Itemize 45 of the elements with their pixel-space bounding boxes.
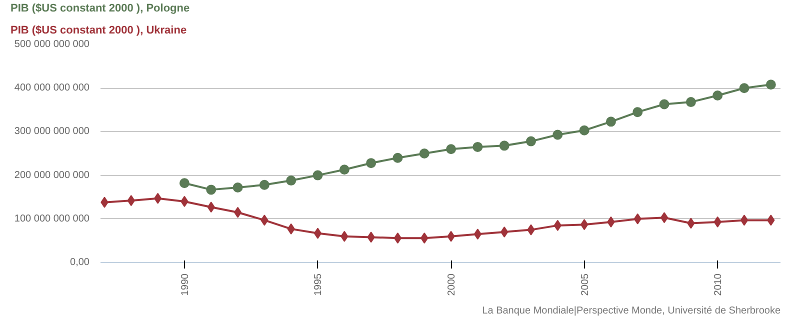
point xyxy=(660,212,668,224)
point xyxy=(580,219,588,230)
point xyxy=(739,83,750,94)
point xyxy=(472,142,483,152)
point xyxy=(234,206,242,218)
y-tick-label: 200 000 000 000 xyxy=(14,170,90,181)
point xyxy=(314,228,322,239)
point xyxy=(259,180,270,190)
point xyxy=(446,144,456,154)
point xyxy=(206,184,216,195)
point xyxy=(579,125,590,136)
point xyxy=(766,80,776,90)
point xyxy=(394,232,402,244)
point xyxy=(392,152,403,163)
y-tick-label: 0,00 xyxy=(70,257,90,268)
point xyxy=(552,130,563,140)
point xyxy=(286,176,296,186)
point xyxy=(632,107,643,118)
x-tick-label: 2005 xyxy=(580,273,591,296)
point xyxy=(366,158,376,168)
point xyxy=(154,192,162,204)
point xyxy=(232,182,243,192)
point xyxy=(686,97,696,108)
y-tick-label: 100 000 000 000 xyxy=(14,213,90,224)
point xyxy=(526,136,536,146)
x-tick-label: 1990 xyxy=(180,273,191,296)
point xyxy=(712,90,723,101)
x-tick-label: 2000 xyxy=(446,273,458,296)
point xyxy=(606,116,616,127)
text: PIB ($US constant 2000 ), Pologne xyxy=(10,2,190,14)
point xyxy=(179,178,190,188)
y-tick-label: 300 000 000 000 xyxy=(14,126,90,138)
point xyxy=(339,164,350,175)
text: PIB ($US constant 2000 ), Ukraine xyxy=(10,24,187,36)
y-tick-label: 400 000 000 000 xyxy=(14,82,90,94)
point xyxy=(659,99,670,110)
point xyxy=(499,140,510,151)
point xyxy=(312,170,323,180)
x-tick-label: 1995 xyxy=(313,273,324,296)
point xyxy=(740,214,748,226)
text: La Banque Mondiale|Perspective Monde, Université de Sherbrooke xyxy=(482,306,781,316)
point xyxy=(419,148,430,158)
x-tick-label: 2010 xyxy=(713,273,724,296)
point xyxy=(474,228,482,240)
y-tick-label: 500 000 000 000 xyxy=(14,39,90,50)
